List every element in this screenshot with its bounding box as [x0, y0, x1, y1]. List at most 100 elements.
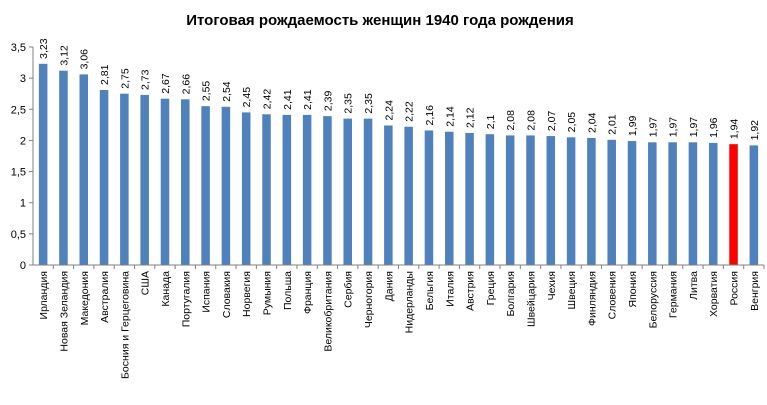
- bar: [485, 134, 495, 265]
- x-tick-label: Швейцария: [525, 271, 537, 327]
- bar: [38, 63, 48, 266]
- bar: [566, 137, 576, 265]
- bar: [201, 106, 210, 266]
- y-tick-label: 3,5: [11, 42, 26, 54]
- bar: [221, 106, 231, 266]
- data-label: 1,99: [627, 115, 639, 136]
- y-tick-label: 1,5: [11, 167, 26, 179]
- bar: [99, 89, 109, 265]
- bar: [749, 145, 759, 265]
- data-label: 2,1: [485, 114, 497, 129]
- bar: [627, 141, 637, 265]
- bar: [262, 114, 271, 265]
- data-label: 3,23: [38, 38, 50, 59]
- y-axis: 0 0,5 1 1,5 2 2,5 3 3,5: [11, 42, 34, 272]
- x-tick-label: Бельгия: [424, 271, 436, 310]
- bar: [729, 144, 738, 265]
- bar: [465, 132, 474, 265]
- x-tick-label: Польша: [282, 271, 294, 310]
- y-tick-label: 2,5: [11, 104, 26, 116]
- data-label: 1,97: [647, 117, 659, 138]
- x-tick-label: Венгрия: [749, 271, 761, 311]
- x-tick-label: США: [140, 271, 152, 295]
- bar: [526, 135, 535, 265]
- x-tick-label: Греция: [485, 271, 497, 305]
- x-tick-label: Литва: [688, 271, 700, 300]
- data-label: 2,24: [383, 100, 395, 121]
- data-label: 2,35: [343, 93, 355, 114]
- data-label: 2,81: [99, 64, 111, 85]
- x-tick-label: Сербия: [343, 271, 355, 308]
- data-label: 2,66: [180, 74, 192, 95]
- bar: [607, 139, 616, 265]
- data-label: 2,12: [465, 107, 477, 128]
- x-tick-label: Испания: [201, 271, 213, 313]
- bar: [343, 118, 353, 265]
- y-tick-label: 0,5: [11, 229, 26, 241]
- data-label: 2,07: [546, 110, 558, 131]
- data-label: 2,67: [160, 73, 172, 94]
- x-tick-label: Ирландия: [38, 271, 50, 319]
- data-label: 2,42: [262, 89, 274, 110]
- data-label: 1,92: [749, 120, 761, 141]
- x-tick-label: Финляндия: [586, 271, 598, 326]
- x-tick-label: Япония: [627, 271, 639, 307]
- x-tick-label: Франция: [302, 271, 314, 314]
- data-label: 2,35: [363, 93, 375, 114]
- bar: [140, 94, 149, 266]
- bar: [282, 114, 292, 266]
- bar: [363, 118, 373, 265]
- chart-title: Итоговая рождаемость женщин 1940 года ро…: [186, 12, 574, 29]
- x-tick-label: Италия: [444, 271, 456, 307]
- bar: [241, 112, 251, 266]
- data-label: 2,14: [444, 106, 456, 127]
- data-label: 2,55: [201, 81, 213, 102]
- x-tick-label: Словения: [607, 271, 619, 319]
- y-tick-label: 0: [20, 260, 26, 272]
- data-label: 2,75: [119, 68, 131, 89]
- x-tick-label: Канада: [160, 271, 172, 307]
- data-label: 1,96: [708, 117, 720, 138]
- bar: [424, 130, 434, 265]
- data-label: 2,39: [322, 91, 334, 112]
- bars: [38, 63, 759, 266]
- bar: [59, 70, 68, 265]
- data-label: 1,97: [668, 117, 680, 138]
- bar: [505, 135, 515, 265]
- bar: [323, 116, 332, 265]
- x-tick-label: Босния и Герцеговина: [119, 271, 131, 379]
- bar: [648, 142, 657, 265]
- x-tick-label: Великобритания: [322, 271, 334, 352]
- x-tick-label: Португалия: [180, 271, 192, 327]
- data-label: 2,41: [282, 89, 294, 110]
- x-tick-label: Македония: [79, 271, 91, 325]
- bar: [587, 137, 596, 265]
- data-label: 2,73: [140, 69, 152, 90]
- x-tick-label: Россия: [729, 271, 741, 305]
- data-label: 2,08: [505, 110, 517, 131]
- data-label: 1,94: [729, 119, 741, 140]
- bar: [546, 136, 556, 265]
- data-label: 2,08: [525, 110, 537, 131]
- bar: [688, 142, 698, 265]
- x-tick-label: Белоруссия: [647, 271, 659, 328]
- x-tick-label: Нидерланды: [404, 271, 416, 333]
- bar: [120, 93, 129, 265]
- x-tick-label: Норвегия: [241, 271, 253, 317]
- data-label: 2,04: [586, 112, 598, 133]
- y-tick-label: 2: [20, 135, 26, 147]
- x-tick-label: Австралия: [99, 271, 111, 323]
- data-label: 2,45: [241, 87, 253, 108]
- x-tick-label: Черногория: [363, 271, 375, 328]
- y-tick-label: 1: [20, 198, 26, 210]
- x-tick-label: Швеция: [566, 271, 578, 310]
- data-label: 1,97: [688, 117, 700, 138]
- data-label: 2,41: [302, 89, 314, 110]
- x-tick-label: Болгария: [505, 271, 517, 316]
- bar: [160, 98, 170, 265]
- bar: [404, 126, 413, 266]
- bar: [708, 142, 718, 265]
- data-label: 2,01: [607, 114, 619, 135]
- bar: [181, 99, 190, 265]
